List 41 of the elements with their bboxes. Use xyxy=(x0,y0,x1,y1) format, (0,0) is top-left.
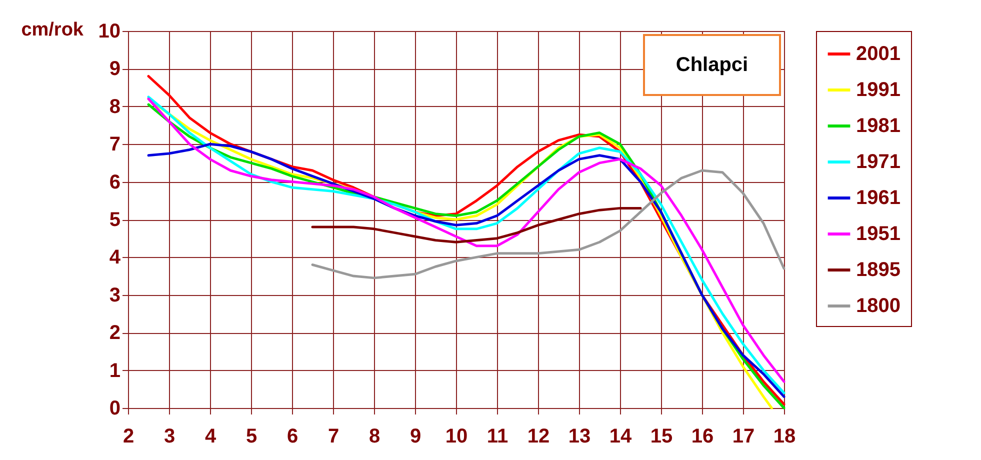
x-tick-label: 15 xyxy=(650,426,673,448)
y-tick-label: 3 xyxy=(109,284,120,306)
y-tick-label: 6 xyxy=(109,171,120,194)
x-tick-label: 18 xyxy=(773,426,796,448)
x-tick-label: 12 xyxy=(527,426,550,448)
line-series xyxy=(311,206,642,244)
y-tick-label: 0 xyxy=(109,398,120,420)
legend-label: 1800 xyxy=(856,295,900,317)
line-series xyxy=(147,142,786,398)
x-tick-label: 7 xyxy=(328,426,340,448)
legend-label: 1981 xyxy=(856,115,900,137)
x-tick-label: 17 xyxy=(732,426,755,448)
x-tick-label: 10 xyxy=(445,426,468,448)
x-tick-label: 6 xyxy=(286,426,298,448)
y-tick-label: 2 xyxy=(109,322,120,344)
y-tick-label: 4 xyxy=(109,246,122,269)
x-tick-label: 8 xyxy=(368,426,380,448)
annotation: Chlapci xyxy=(676,54,748,76)
x-tick-label: 16 xyxy=(691,426,714,448)
x-tick-label: 9 xyxy=(410,426,422,448)
legend-label: 1951 xyxy=(856,223,900,245)
legend-label: 1971 xyxy=(856,151,900,173)
x-tick-label: 13 xyxy=(568,426,591,448)
x-tick-label: 4 xyxy=(204,426,217,448)
y-tick-label: 9 xyxy=(109,58,120,80)
x-tick-label: 2 xyxy=(122,426,134,448)
legend-label: 1895 xyxy=(856,259,900,281)
y-tick-label: 5 xyxy=(109,209,120,231)
legend-label: 2001 xyxy=(856,43,900,65)
y-tick-label: 7 xyxy=(109,134,120,156)
legend-label: 1961 xyxy=(856,187,900,209)
y-axis-title: cm/rok xyxy=(21,20,84,40)
x-tick-label: 14 xyxy=(609,426,632,448)
x-tick-label: 5 xyxy=(246,426,258,448)
y-tick-label: 8 xyxy=(109,96,120,118)
legend-label: 1991 xyxy=(856,79,900,101)
x-tick-label: 3 xyxy=(164,426,176,448)
x-tick-label: 11 xyxy=(486,426,508,448)
y-tick-label: 10 xyxy=(98,20,120,42)
line-series xyxy=(311,169,786,280)
y-tick-label: 1 xyxy=(109,360,120,382)
